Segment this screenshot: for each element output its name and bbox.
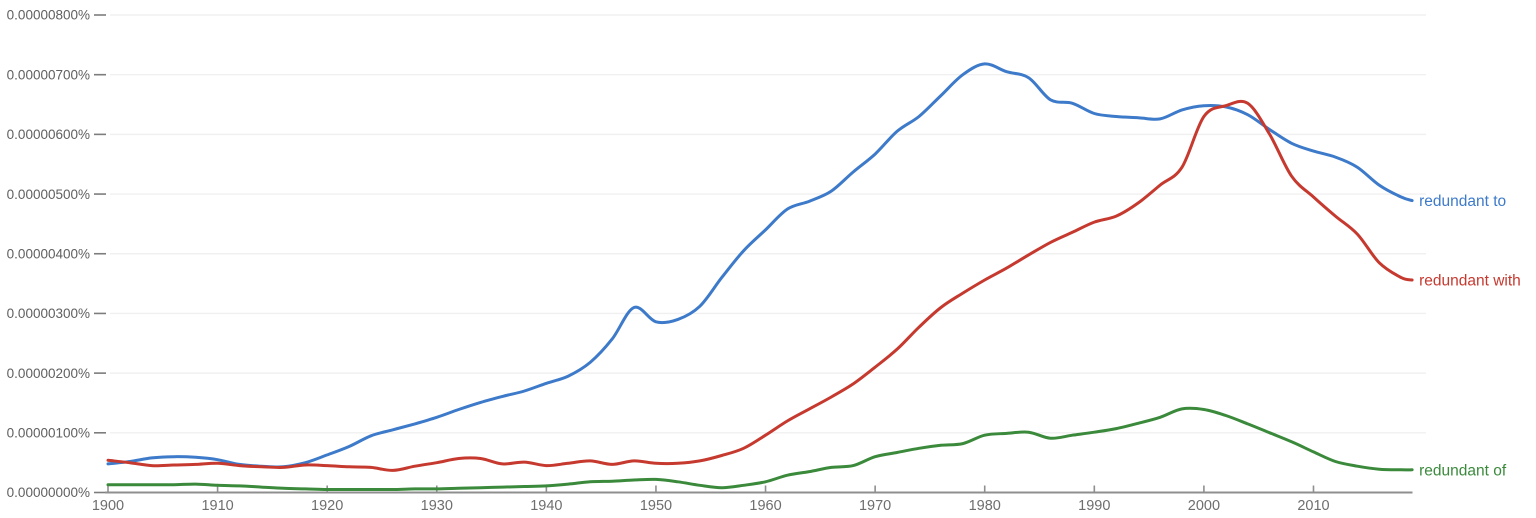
x-tick-label: 1920 bbox=[311, 498, 343, 514]
y-tick-label: 0.00000800% bbox=[7, 8, 90, 23]
x-tick-label: 1900 bbox=[92, 498, 124, 514]
y-tick-label: 0.00000500% bbox=[7, 187, 90, 202]
y-tick-label: 0.00000400% bbox=[7, 246, 90, 261]
series-line-redundant-with[interactable] bbox=[106, 99, 1414, 472]
x-tick-label: 2010 bbox=[1297, 498, 1329, 514]
y-tick-label: 0.00000700% bbox=[7, 67, 90, 82]
y-tick-label: 0.00000600% bbox=[7, 127, 90, 142]
y-tick-label: 0.00000100% bbox=[7, 426, 90, 441]
x-tick-label: 1940 bbox=[530, 498, 562, 514]
x-tick-label: 1910 bbox=[201, 498, 233, 514]
series-line-redundant-of[interactable] bbox=[106, 406, 1414, 492]
x-tick-label: 1950 bbox=[640, 498, 672, 514]
x-tick-label: 1980 bbox=[969, 498, 1001, 514]
y-tick-label: 0.00000000% bbox=[7, 485, 90, 500]
series-label-redundant-with[interactable]: redundant with bbox=[1419, 273, 1521, 290]
x-tick-label: 1960 bbox=[749, 498, 781, 514]
x-tick-label: 1930 bbox=[421, 498, 453, 514]
series-label-redundant-of[interactable]: redundant of bbox=[1419, 462, 1507, 479]
y-tick-label: 0.00000300% bbox=[7, 306, 90, 321]
x-tick-label: 2000 bbox=[1188, 498, 1220, 514]
series-label-redundant-to[interactable]: redundant to bbox=[1419, 193, 1506, 210]
x-tick-label: 1990 bbox=[1078, 498, 1110, 514]
y-tick-label: 0.00000200% bbox=[7, 366, 90, 381]
x-tick-label: 1970 bbox=[859, 498, 891, 514]
series-line-redundant-to[interactable] bbox=[106, 62, 1414, 469]
